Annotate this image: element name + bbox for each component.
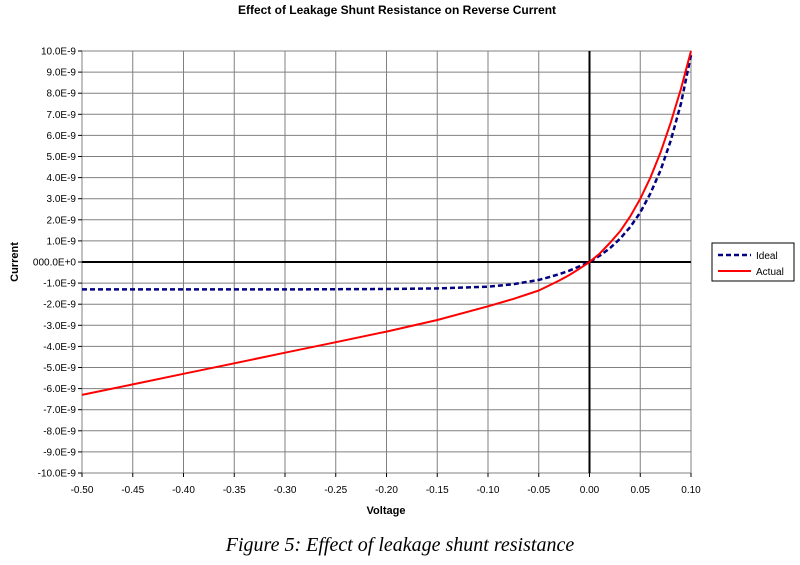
- x-tick-label: -0.40: [172, 485, 195, 496]
- y-tick-label: -5.0E-9: [43, 363, 76, 374]
- x-axis-label: Voltage: [367, 505, 406, 517]
- y-tick-label: 1.0E-9: [47, 236, 77, 247]
- y-tick-label: -2.0E-9: [43, 300, 76, 311]
- y-tick-label: -10.0E-9: [38, 469, 77, 480]
- x-tick-label: -0.05: [527, 485, 550, 496]
- x-tick-label: 0.10: [681, 485, 701, 496]
- y-tick-label: 8.0E-9: [47, 89, 77, 100]
- y-tick-label: 2.0E-9: [47, 215, 77, 226]
- chart-title: Effect of Leakage Shunt Resistance on Re…: [238, 3, 556, 17]
- y-tick-label: -9.0E-9: [43, 447, 76, 458]
- figure-caption: Figure 5: Effect of leakage shunt resist…: [225, 534, 575, 556]
- legend-label-actual: Actual: [756, 267, 784, 278]
- x-tick-label: -0.10: [477, 485, 500, 496]
- x-tick-label: -0.30: [274, 485, 297, 496]
- legend-box: [711, 242, 795, 282]
- series-line-ideal: [82, 54, 693, 291]
- y-tick-label: 7.0E-9: [47, 110, 77, 121]
- chart: Effect of Leakage Shunt Resistance on Re…: [9, 3, 795, 517]
- x-tick-label: 0.05: [631, 485, 651, 496]
- y-tick-label: 9.0E-9: [47, 68, 77, 79]
- y-tick-label: 4.0E-9: [47, 173, 77, 184]
- x-tick-label: 0.00: [580, 485, 600, 496]
- legend-label-ideal: Ideal: [756, 251, 778, 262]
- y-tick-label: 6.0E-9: [47, 131, 77, 142]
- y-tick-label: -1.0E-9: [43, 279, 76, 290]
- y-axis-label: Current: [9, 242, 21, 282]
- x-tick-label: -0.50: [71, 485, 94, 496]
- x-tick-label: -0.45: [121, 485, 144, 496]
- y-tick-label: -6.0E-9: [43, 384, 76, 395]
- series-line-actual: [81, 50, 692, 396]
- series-lines: [81, 50, 693, 396]
- y-tick-labels: 10.0E-9 9.0E-9 8.0E-9 7.0E-9 6.0E-9 5.0E-9 4.0…: [33, 47, 82, 480]
- y-tick-label: 5.0E-9: [47, 152, 77, 163]
- x-tick-label: -0.15: [426, 485, 449, 496]
- x-tick-label: -0.20: [375, 485, 398, 496]
- y-tick-label: 000.0E+0: [33, 258, 77, 269]
- y-tick-label: -4.0E-9: [43, 342, 76, 353]
- x-tick-label: -0.25: [324, 485, 347, 496]
- y-tick-label: -8.0E-9: [43, 426, 76, 437]
- legend: Ideal Actual: [711, 242, 795, 282]
- y-tick-label: 3.0E-9: [47, 194, 77, 205]
- x-tick-labels: -0.50 -0.45 -0.40 -0.35 -0.30 -0.25 -0.20 -0.15…: [71, 473, 701, 496]
- y-tick-label: -3.0E-9: [43, 321, 76, 332]
- y-tick-label: -7.0E-9: [43, 405, 76, 416]
- x-tick-label: -0.35: [223, 485, 246, 496]
- y-tick-label: 10.0E-9: [41, 47, 76, 58]
